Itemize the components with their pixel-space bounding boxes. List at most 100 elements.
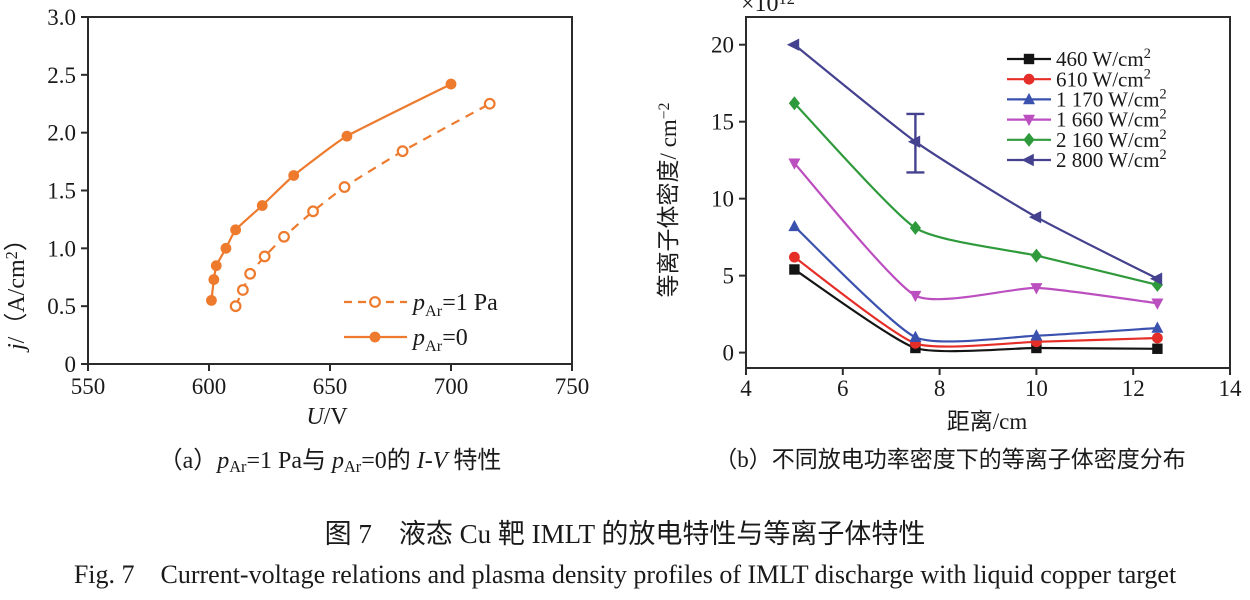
series-pAr=1-Pa-line	[234, 102, 491, 307]
series-marker	[236, 284, 249, 296]
series-marker	[206, 294, 217, 306]
series-marker	[1028, 210, 1042, 224]
series-marker	[244, 267, 257, 280]
series-marker	[338, 181, 351, 193]
series-marker	[1021, 153, 1034, 167]
series-marker	[907, 135, 921, 148]
series-marker	[1023, 132, 1035, 147]
series-460-W/cm2-line	[793, 268, 1158, 353]
series-marker	[1023, 53, 1035, 65]
chart-b-axes-box	[745, 16, 1231, 369]
x-tick-label: 550	[71, 374, 106, 399]
series-marker	[288, 170, 300, 181]
chart-a-legend: pAr=1 Pa pAr=0	[344, 290, 498, 355]
series-marker	[1030, 283, 1043, 295]
series-marker	[230, 224, 242, 236]
legend-label: 1 660 W/cm2	[1056, 107, 1167, 132]
x-tick-label: 600	[192, 374, 227, 399]
series-610-W/cm2-line	[793, 256, 1158, 348]
legend-label: 610 W/cm2	[1056, 66, 1151, 91]
y-tick-label: 0	[65, 352, 77, 377]
x-tick-label: 10	[1025, 376, 1048, 401]
series-marker	[1030, 248, 1042, 263]
series-marker	[1152, 343, 1163, 354]
caption-b: （b）不同放电功率密度下的等离子体密度分布	[714, 447, 1186, 472]
x-tick-label: 14	[1219, 376, 1243, 401]
chart-b-x-axis-label: 距离/cm	[946, 409, 1028, 434]
series-marker	[256, 200, 268, 211]
series-marker	[1152, 332, 1163, 344]
series-marker	[369, 331, 381, 343]
series-pAr=0-line	[210, 83, 452, 301]
x-tick-label: 750	[555, 374, 590, 399]
legend-label: pAr=1 Pa	[411, 290, 498, 320]
series-marker	[307, 205, 319, 218]
y-tick-label: 10	[711, 187, 734, 212]
series-2-160-W/cm2-line	[793, 102, 1158, 286]
chart-a-x-axis-label: U/V	[306, 404, 348, 430]
figure-title-en: Fig. 7 Current-voltage relations and pla…	[73, 560, 1177, 589]
y-tick-label: 2.5	[47, 63, 76, 88]
y-tick-label: 0	[723, 341, 735, 366]
legend-label: 2 160 W/cm2	[1056, 127, 1167, 152]
series-1-170-W/cm2-line	[793, 225, 1158, 343]
series-marker	[1023, 73, 1035, 85]
chart-a-axes-box	[87, 16, 573, 365]
series-marker	[789, 264, 800, 275]
series-marker	[396, 145, 409, 158]
y-tick-label: 2.0	[47, 121, 76, 146]
y-tick-label: 1.5	[47, 179, 76, 204]
series-marker	[909, 330, 922, 343]
figure-title-zh: 图 7 液态 Cu 靶 IMLT 的放电特性与等离子体特性	[324, 519, 926, 549]
legend-label: pAr=0	[411, 325, 468, 355]
series-marker	[789, 251, 800, 263]
x-tick-label: 4	[740, 376, 752, 401]
y-tick-label: 20	[711, 33, 734, 58]
series-marker	[341, 130, 353, 142]
series-marker	[210, 260, 222, 272]
chart-a: 550 600 650 700 750 0 0.5 1.0 1.5 2.0 2.5 3.0 pAr=1 …	[47, 5, 589, 399]
series-marker	[788, 219, 801, 232]
legend-label: 460 W/cm2	[1056, 46, 1151, 71]
series-2-800-W/cm2-line	[793, 43, 1158, 280]
x-tick-label: 8	[934, 376, 946, 401]
series-marker	[909, 290, 922, 303]
series-marker	[483, 97, 496, 110]
series-marker	[208, 274, 220, 285]
y-tick-label: 15	[711, 110, 734, 135]
series-marker	[278, 230, 290, 243]
series-marker	[788, 96, 800, 111]
series-marker	[220, 242, 232, 254]
x-tick-label: 650	[313, 374, 348, 399]
series-marker	[369, 296, 381, 308]
series-marker	[1149, 272, 1163, 285]
series-marker	[445, 78, 457, 90]
series-1-660-W/cm2-line	[793, 162, 1158, 305]
series-marker	[786, 38, 800, 51]
caption-a: （a）pAr=1 Pa与 pAr=0的 I-V 特性	[158, 448, 502, 476]
series-marker	[229, 300, 242, 313]
series-marker	[1151, 321, 1164, 333]
y-tick-label: 3.0	[47, 5, 76, 30]
series-marker	[258, 250, 271, 263]
legend-label: 2 800 W/cm2	[1056, 147, 1167, 172]
x-tick-label: 700	[434, 374, 469, 399]
y-tick-label: 5	[723, 264, 735, 289]
series-marker	[1023, 92, 1035, 105]
series-marker	[1031, 342, 1042, 354]
series-marker	[909, 220, 921, 235]
y-tick-label: 0.5	[47, 294, 76, 319]
legend-label: 1 170 W/cm2	[1056, 87, 1167, 112]
x-tick-label: 12	[1122, 376, 1145, 401]
series-marker	[788, 158, 801, 170]
x-tick-label: 6	[837, 376, 849, 401]
y-tick-label: 1.0	[47, 236, 76, 261]
series-marker	[1151, 298, 1164, 310]
series-marker	[1030, 329, 1043, 341]
chart-b-y-axis-label: 等离子体密度/ cm−2	[656, 102, 681, 298]
